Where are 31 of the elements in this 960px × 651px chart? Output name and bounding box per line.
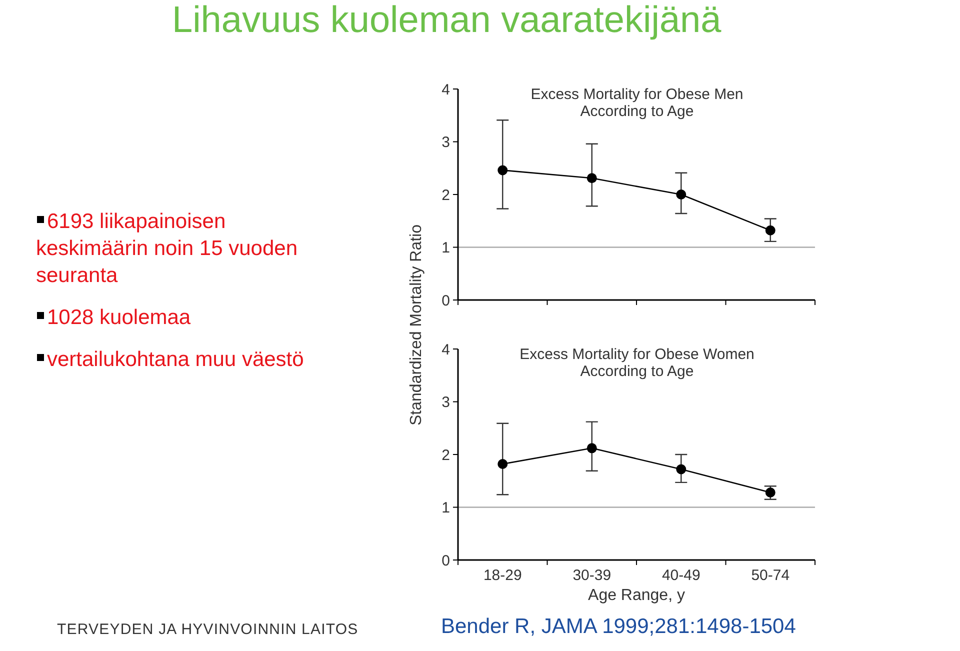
x-tick-label: 40-49 (662, 567, 700, 584)
text: Lihavuus kuoleman vaaratekijänä (172, 0, 722, 40)
point (586, 443, 597, 454)
text: 1028 kuolemaa (47, 306, 191, 329)
x-tick-label: 50-74 (751, 567, 790, 584)
point (676, 190, 686, 200)
y-tick-label: 3 (442, 394, 450, 411)
x-tick-label: 18-29 (483, 567, 522, 584)
point (586, 173, 597, 184)
y-axis-title: Standardized Mortality Ratio (408, 224, 425, 426)
point (676, 464, 686, 474)
y-tick-label: 0 (442, 292, 450, 310)
x-tick-label: 30-39 (572, 567, 612, 584)
y-tick-label: 0 (442, 552, 450, 570)
point (498, 165, 508, 176)
y-tick-label: 2 (442, 446, 450, 464)
point (765, 225, 776, 236)
y-tick-label: 4 (442, 81, 450, 98)
text: 6193 liikapainoisen keskimäärin noin 15 vuoden seuranta (36, 210, 298, 287)
y-tick-label: 3 (442, 134, 450, 151)
text: Bender R, JAMA 1999;281:1498-1504 (441, 615, 796, 638)
text: TERVEYDEN JA HYVINVOINNIN LAITOS (57, 621, 358, 638)
y-tick-label: 2 (442, 186, 450, 204)
x-axis-title: Age Range, y (588, 587, 685, 604)
chart-title: Excess Mortality for Obese Men According to Age (530, 86, 744, 120)
y-tick-label: 4 (442, 341, 450, 358)
text: vertailukohtana muu väestö (47, 348, 304, 371)
y-tick-label: 1 (442, 240, 450, 256)
chart-title: Excess Mortality for Obese Women According to Age (520, 346, 754, 380)
y-tick-label: 1 (442, 500, 450, 516)
point (498, 458, 508, 469)
